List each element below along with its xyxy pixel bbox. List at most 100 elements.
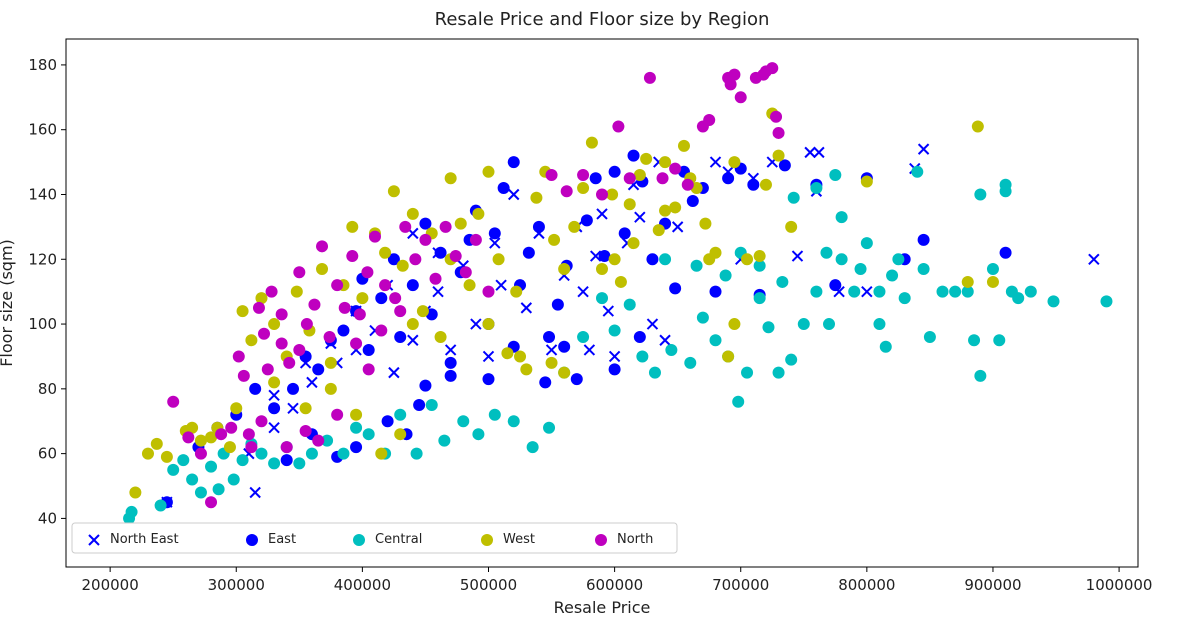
y-tick-label: 40 [38, 509, 57, 527]
data-point [548, 233, 561, 246]
data-point [829, 169, 842, 182]
data-point [434, 246, 447, 259]
data-point [974, 188, 987, 201]
data-point [331, 408, 344, 421]
data-point [560, 185, 573, 198]
data-point [835, 211, 848, 224]
data-point [568, 220, 581, 233]
legend-marker-north [595, 534, 607, 546]
data-point [514, 350, 527, 363]
data-point [854, 262, 867, 275]
data-point [861, 285, 873, 298]
data-point [463, 279, 476, 292]
data-point [409, 253, 422, 266]
data-point [293, 266, 306, 279]
data-point [623, 198, 636, 211]
data-point [406, 279, 419, 292]
data-point [732, 395, 745, 408]
data-point [388, 366, 400, 379]
data-point [482, 165, 495, 178]
data-point [160, 450, 173, 463]
data-point [602, 305, 615, 317]
x-axis-label: Resale Price [554, 598, 651, 617]
x-tick-label: 600000 [586, 576, 643, 594]
data-point [268, 422, 280, 434]
data-point [974, 369, 987, 382]
y-tick-label: 100 [28, 315, 57, 333]
data-point [993, 334, 1006, 347]
data-point [633, 331, 646, 344]
data-point [407, 334, 419, 346]
x-tick-label: 900000 [964, 576, 1021, 594]
data-point [419, 379, 432, 392]
data-point [368, 230, 381, 243]
data-point [236, 305, 249, 318]
data-point [316, 240, 329, 253]
legend-marker-west [481, 534, 493, 546]
legend-label-north-east: North East [110, 532, 179, 547]
data-point [308, 298, 321, 311]
data-point [129, 486, 142, 499]
data-point [306, 376, 318, 389]
data-point [690, 259, 703, 272]
data-point [459, 266, 472, 279]
data-point [699, 217, 712, 230]
data-point [182, 431, 195, 444]
data-point [741, 366, 754, 379]
data-point [820, 246, 833, 259]
data-point [381, 415, 394, 428]
data-point [394, 305, 407, 318]
data-point [577, 169, 590, 182]
data-point [444, 369, 457, 382]
data-point [275, 337, 288, 350]
data-point [923, 331, 936, 344]
data-point [457, 415, 470, 428]
data-point [709, 156, 722, 168]
data-point [299, 402, 312, 415]
data-point [230, 402, 243, 415]
data-point [961, 275, 974, 288]
data-point [804, 146, 816, 159]
data-point [753, 259, 766, 272]
data-point [245, 334, 258, 347]
data-point [520, 302, 533, 314]
legend-label-north: North [617, 532, 653, 547]
data-point [1088, 253, 1100, 265]
y-axis: 40 60 80 100 120 140 160 180 [28, 56, 66, 527]
data-point [321, 434, 334, 447]
data-point [671, 221, 684, 233]
data-point [577, 331, 590, 344]
data-point [362, 428, 375, 441]
data-point [167, 395, 180, 408]
data-point [472, 428, 485, 441]
data-point [656, 172, 669, 185]
data-point [389, 292, 402, 305]
data-point [646, 318, 659, 330]
data-point [873, 285, 886, 298]
data-point [1024, 285, 1037, 298]
x-axis: 200000 300000 400000 500000 600000 700000 8000… [82, 567, 1152, 594]
data-point [482, 318, 495, 331]
data-point [530, 191, 543, 204]
data-point [394, 428, 407, 441]
data-point [606, 188, 619, 201]
data-point [618, 227, 631, 240]
y-tick-label: 120 [28, 250, 57, 268]
y-axis-label: Floor size (sqm) [0, 239, 16, 367]
data-point [394, 331, 407, 344]
data-point [520, 363, 533, 376]
data-point [394, 408, 407, 421]
data-point [652, 224, 665, 237]
y-tick-label: 140 [28, 185, 57, 203]
data-point [265, 285, 278, 298]
legend-label-west: West [503, 532, 535, 547]
data-point [778, 159, 791, 172]
data-point [633, 169, 646, 182]
data-point [350, 337, 363, 350]
data-point [293, 457, 306, 470]
data-point [205, 460, 218, 473]
data-point [659, 253, 672, 266]
legend-label-central: Central [375, 532, 422, 547]
legend-label-east: East [268, 532, 296, 547]
data-point [791, 250, 804, 262]
